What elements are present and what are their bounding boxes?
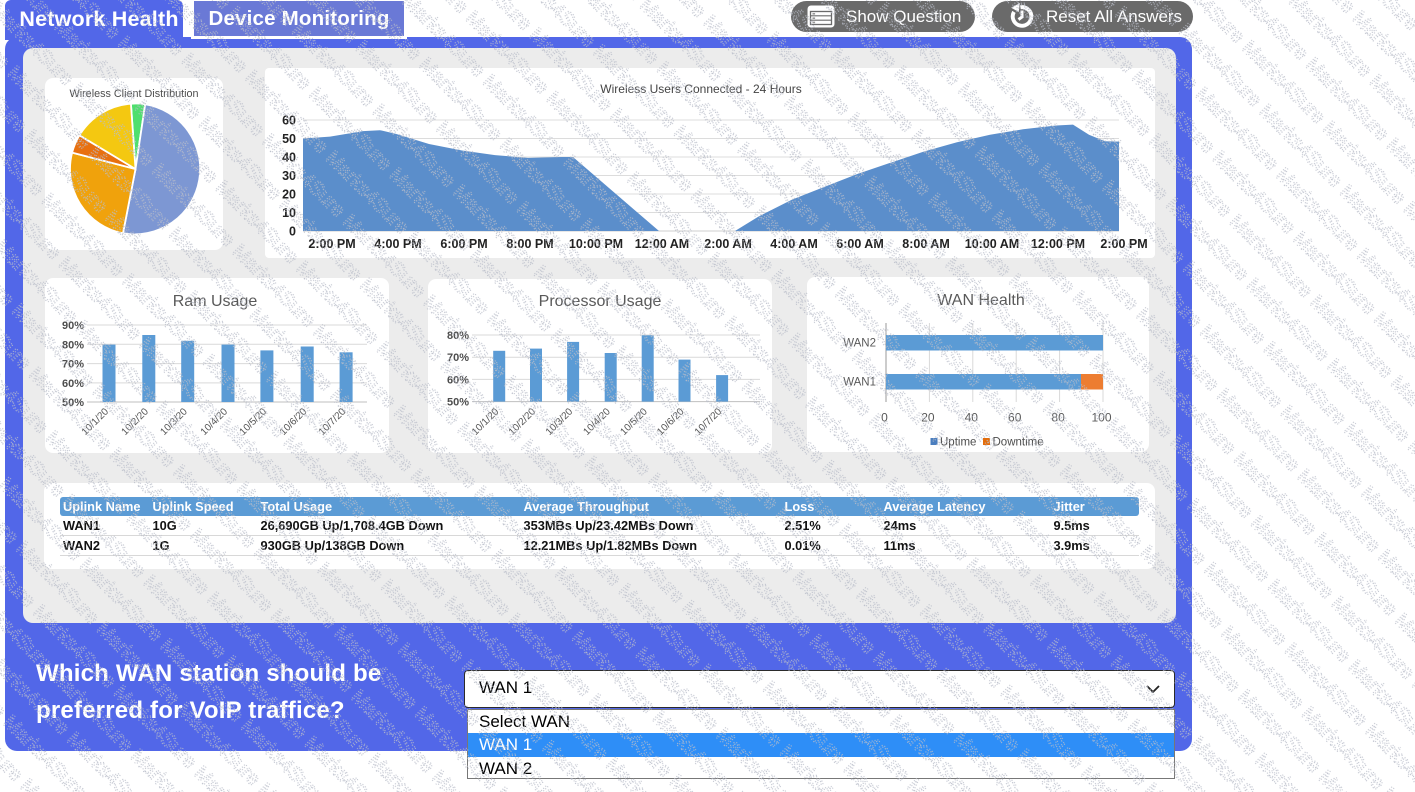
svg-text:50%: 50%: [447, 397, 469, 409]
svg-text:10/4/20: 10/4/20: [581, 406, 613, 438]
svg-text:8:00 PM: 8:00 PM: [506, 237, 553, 251]
svg-text:10/2/20: 10/2/20: [120, 406, 152, 438]
svg-text:Uptime: Uptime: [940, 437, 976, 449]
svg-text:10/3/20: 10/3/20: [158, 406, 190, 438]
svg-text:4:00 PM: 4:00 PM: [374, 237, 421, 251]
svg-text:0: 0: [881, 411, 888, 425]
svg-text:10/2/20: 10/2/20: [507, 406, 539, 438]
svg-text:20: 20: [921, 411, 935, 425]
svg-text:60%: 60%: [447, 374, 469, 386]
svg-text:40: 40: [282, 151, 296, 165]
svg-text:90%: 90%: [62, 320, 84, 332]
svg-text:70%: 70%: [447, 352, 469, 364]
svg-text:12:00 AM: 12:00 AM: [635, 237, 689, 251]
svg-text:10/1/20: 10/1/20: [80, 406, 112, 438]
svg-text:10/5/20: 10/5/20: [238, 406, 270, 438]
svg-text:2:00 AM: 2:00 AM: [704, 237, 751, 251]
svg-text:20: 20: [282, 188, 296, 202]
svg-text:12:00 PM: 12:00 PM: [1031, 237, 1085, 251]
svg-text:50: 50: [282, 132, 296, 146]
svg-text:80%: 80%: [447, 330, 469, 342]
svg-text:4:00 AM: 4:00 AM: [770, 237, 817, 251]
svg-text:80: 80: [1051, 411, 1065, 425]
svg-text:10/4/20: 10/4/20: [199, 406, 231, 438]
svg-text:10/1/20: 10/1/20: [470, 406, 502, 438]
svg-text:10/7/20: 10/7/20: [693, 406, 725, 438]
svg-text:Downtime: Downtime: [993, 437, 1044, 449]
svg-text:70%: 70%: [62, 359, 84, 371]
svg-text:10/6/20: 10/6/20: [655, 406, 687, 438]
svg-text:6:00 PM: 6:00 PM: [440, 237, 487, 251]
svg-text:Ram Usage: Ram Usage: [173, 293, 258, 310]
svg-text:Wireless Client Distribution: Wireless Client Distribution: [70, 88, 199, 100]
svg-text:Wireless Users Connected - 24: Wireless Users Connected - 24 Hours: [600, 82, 801, 96]
svg-text:10/3/20: 10/3/20: [544, 406, 576, 438]
svg-text:60%: 60%: [62, 378, 84, 390]
svg-text:10: 10: [282, 206, 296, 220]
svg-text:60: 60: [1008, 411, 1022, 425]
svg-text:6:00 AM: 6:00 AM: [836, 237, 883, 251]
svg-text:Processor Usage: Processor Usage: [539, 293, 662, 310]
svg-text:60: 60: [282, 114, 296, 128]
svg-text:WAN2: WAN2: [843, 338, 876, 350]
svg-text:10/7/20: 10/7/20: [317, 406, 349, 438]
svg-text:10/6/20: 10/6/20: [278, 406, 310, 438]
svg-text:8:00 AM: 8:00 AM: [902, 237, 949, 251]
svg-text:50%: 50%: [62, 397, 84, 409]
svg-text:WAN1: WAN1: [843, 377, 876, 389]
svg-text:100: 100: [1091, 411, 1111, 425]
svg-text:2:00 PM: 2:00 PM: [308, 237, 355, 251]
svg-text:2:00 PM: 2:00 PM: [1100, 237, 1147, 251]
svg-text:80%: 80%: [62, 339, 84, 351]
svg-text:0: 0: [289, 225, 296, 239]
svg-text:10:00 PM: 10:00 PM: [569, 237, 623, 251]
svg-text:40: 40: [965, 411, 979, 425]
svg-text:30: 30: [282, 169, 296, 183]
svg-text:10:00 AM: 10:00 AM: [965, 237, 1019, 251]
svg-text:WAN Health: WAN Health: [937, 292, 1024, 309]
svg-text:10/5/20: 10/5/20: [618, 406, 650, 438]
